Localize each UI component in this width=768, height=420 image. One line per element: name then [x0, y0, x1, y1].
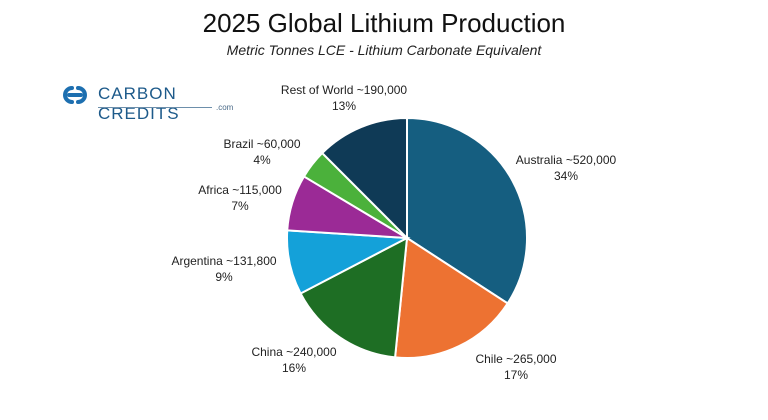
slice-label: Rest of World ~190,000 — [281, 83, 408, 97]
slice-label: Australia ~520,000 — [516, 153, 617, 167]
slice-label: Brazil ~60,000 — [223, 137, 300, 151]
logo-name: CARBON CREDITS — [98, 84, 180, 123]
chart-title: 2025 Global Lithium Production — [202, 8, 566, 38]
slice-percent: 34% — [554, 169, 578, 183]
slice-percent: 4% — [253, 153, 271, 167]
chain-link-icon — [63, 86, 87, 104]
carbon-credits-logo: CARBON CREDITS .com — [56, 80, 246, 123]
logo-underline — [98, 107, 212, 108]
slice-percent: 7% — [231, 199, 249, 213]
logo-suffix: .com — [216, 103, 234, 112]
pie-slice-rest — [320, 116, 408, 241]
slice-label: China ~240,000 — [251, 345, 336, 359]
slice-percent: 9% — [215, 270, 233, 284]
slice-percent: 13% — [332, 99, 356, 113]
slice-label: Argentina ~131,800 — [171, 254, 276, 268]
chart-subtitle: Metric Tonnes LCE - Lithium Carbonate Eq… — [226, 42, 542, 58]
slice-percent: 16% — [282, 361, 306, 375]
slice-label: Africa ~115,000 — [198, 183, 282, 197]
slice-percent: 17% — [504, 368, 528, 382]
pie-slice-china — [299, 236, 409, 359]
slice-label: Chile ~265,000 — [475, 352, 556, 366]
pie-slice-chile — [393, 236, 510, 359]
